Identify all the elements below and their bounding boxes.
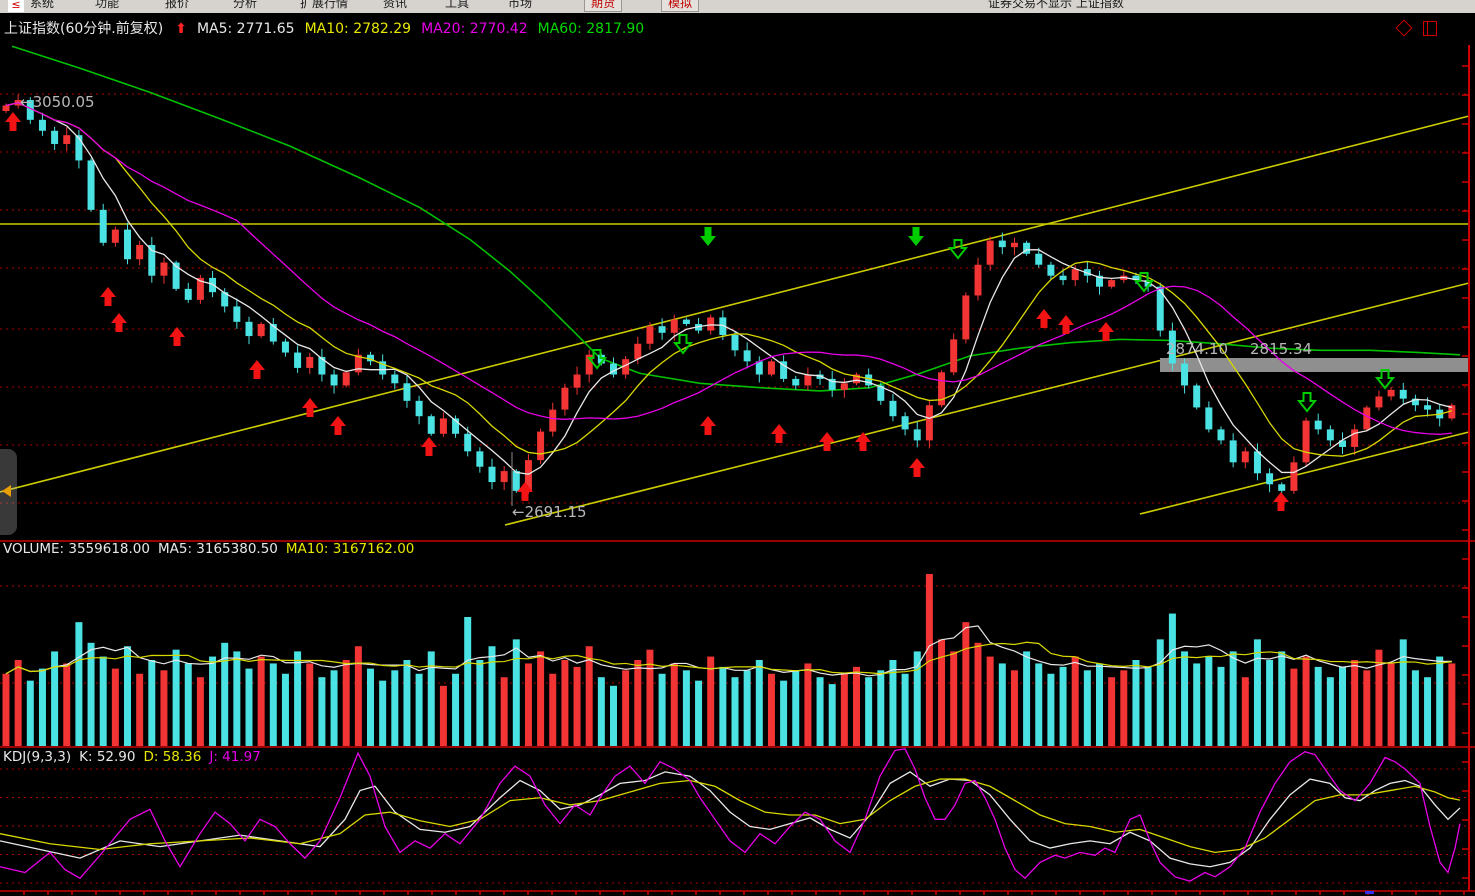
ma5-value: MA5: 2771.65 [196, 21, 295, 37]
green-down-hollow-arrow-icon [947, 239, 969, 260]
ma60-value: MA60: 2817.90 [537, 21, 645, 37]
pane-separators [0, 540, 1475, 892]
kdj-d-line [0, 778, 1461, 854]
price-annotation: ←3050.05 [20, 93, 95, 111]
ma5-line [5, 102, 1453, 475]
app-logo-icon[interactable]: ≤ [8, 0, 24, 12]
chart-title-bar: 上证指数(60分钟.前复权) ⬆ MA5: 2771.65 MA10: 2782.29… [0, 13, 1475, 45]
blue-position-tick [1365, 891, 1374, 894]
green-down-hollow-arrow-icon [1374, 369, 1396, 390]
kdj-j-value: J: 41.97 [209, 749, 261, 765]
menu-item-功能[interactable]: 功能 [95, 0, 120, 10]
green-down-arrow-icon [700, 227, 716, 246]
red-up-arrow-icon [855, 432, 871, 451]
red-up-arrow-icon [111, 313, 127, 332]
kdj-header: KDJ(9,3,3) K: 52.90 D: 58.36 J: 41.97 [3, 749, 269, 765]
green-down-hollow-arrow-icon [1296, 392, 1318, 413]
menu-item-系统[interactable]: 系统 [30, 0, 55, 10]
up-arrow-icon: ⬆ [175, 21, 187, 37]
scroll-left-pager[interactable] [0, 449, 17, 535]
volume-gridlines [0, 585, 1469, 684]
sell-signal-arrows-hollow [586, 239, 1396, 413]
price-annotation: ←2691.15 [512, 503, 587, 521]
green-down-hollow-arrow-icon [672, 334, 694, 355]
green-down-hollow-arrow-icon [586, 349, 608, 370]
menu-item-分析[interactable]: 分析 [233, 0, 258, 10]
red-up-arrow-icon [909, 458, 925, 477]
red-up-arrow-icon [1273, 492, 1289, 511]
left-arrow-icon [2, 485, 11, 497]
volume-ma5-value: MA5: 3165380.50 [157, 541, 278, 557]
red-up-arrow-icon [169, 327, 185, 346]
right-axis-border [1462, 45, 1470, 891]
price-annotation: 2815.34 [1250, 340, 1312, 358]
bottom-axis-ticks [23, 891, 1465, 895]
gray-band [1160, 358, 1469, 372]
kdj-j-line [0, 748, 1461, 882]
menu-bar: ≤ 证券交易不显示 上证指数 系统 功能 报价 分析 扩展行情 资讯 工具 市场 期货 模拟 [0, 0, 1475, 14]
menu-item-市场[interactable]: 市场 [508, 0, 533, 10]
volume-ma10-line [5, 641, 1452, 675]
red-up-arrow-icon [771, 424, 787, 443]
menu-item-资讯[interactable]: 资讯 [383, 0, 408, 10]
main-gridlines [0, 93, 1469, 504]
menu-item-模拟[interactable]: 模拟 [661, 0, 700, 12]
gray-band-marker [1160, 358, 1469, 372]
red-up-arrow-icon [5, 112, 21, 131]
volume-bars [2, 574, 1456, 746]
menu-item-报价[interactable]: 报价 [165, 0, 190, 10]
red-up-arrow-icon [330, 416, 346, 435]
menu-status-text: 证券交易不显示 上证指数 [988, 0, 1124, 10]
ma10-value: MA10: 2782.29 [304, 21, 412, 37]
red-up-arrow-icon [1098, 322, 1114, 341]
red-up-arrow-icon [1036, 309, 1052, 328]
buy-signal-arrows [5, 112, 1289, 511]
volume-ma5-line [5, 625, 1452, 677]
red-up-arrow-icon [1058, 315, 1074, 334]
candlesticks [2, 94, 1456, 494]
red-up-arrow-icon [302, 398, 318, 417]
volume-header: VOLUME: 3559618.00 MA5: 3165380.50 MA10: 3… [3, 541, 422, 557]
red-up-arrow-icon [100, 287, 116, 306]
price-annotations: ←3050.05 ←2691.15 2874.10 2815.34 [20, 93, 1312, 521]
menu-item-扩展行情[interactable]: 扩展行情 [300, 0, 349, 10]
price-annotation: 2874.10 [1166, 340, 1228, 358]
menu-item-期货[interactable]: 期货 [584, 0, 623, 12]
volume-value: VOLUME: 3559618.00 [3, 541, 150, 557]
kdj-name: KDJ(9,3,3) [3, 749, 72, 765]
kdj-k-line [0, 771, 1461, 868]
red-up-arrow-icon [249, 360, 265, 379]
ma20-line [5, 102, 1452, 435]
menu-item-工具[interactable]: 工具 [445, 0, 470, 10]
kdj-gridlines [0, 768, 1469, 884]
volume-ma10-value: MA10: 3167162.00 [285, 541, 415, 557]
red-up-arrow-icon [700, 416, 716, 435]
kdj-k-value: K: 52.90 [79, 749, 136, 765]
green-down-hollow-arrow-icon [1133, 272, 1155, 293]
trendlines [0, 115, 1470, 526]
symbol-title: 上证指数(60分钟.前复权) [4, 21, 164, 37]
ma20-value: MA20: 2770.42 [421, 21, 528, 37]
ma10-line [5, 102, 1453, 457]
window-icon[interactable] [1423, 21, 1437, 36]
red-up-arrow-icon [517, 482, 533, 501]
sell-signal-arrows-solid [700, 227, 924, 246]
ma60-line [11, 45, 1461, 392]
green-down-arrow-icon [908, 227, 924, 246]
kdj-d-value: D: 58.36 [143, 749, 202, 765]
red-up-arrow-icon [819, 432, 835, 451]
red-up-arrow-icon [421, 437, 437, 456]
